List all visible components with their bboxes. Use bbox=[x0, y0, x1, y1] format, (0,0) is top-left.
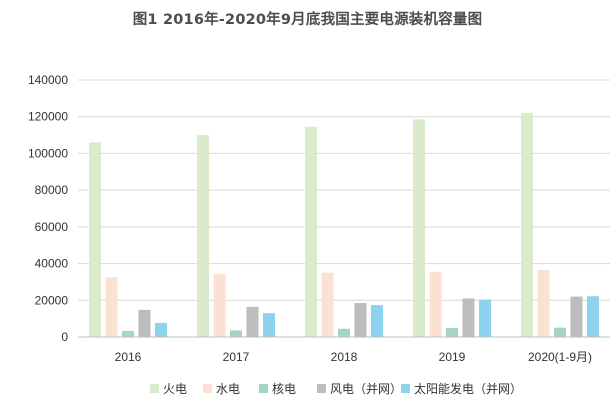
bar bbox=[138, 309, 151, 337]
legend-swatch bbox=[203, 384, 212, 393]
y-tick-label: 100000 bbox=[28, 146, 68, 160]
bar bbox=[246, 306, 259, 337]
bar bbox=[479, 299, 491, 337]
legend-swatch bbox=[317, 384, 326, 393]
x-tick-label: 2018 bbox=[331, 350, 358, 364]
y-tick-label: 20000 bbox=[35, 293, 69, 307]
bar bbox=[446, 328, 458, 337]
x-tick-label: 2016 bbox=[115, 350, 142, 364]
bar bbox=[354, 303, 367, 337]
legend-label: 火电 bbox=[163, 382, 187, 396]
bar bbox=[462, 298, 475, 337]
y-tick-label: 140000 bbox=[28, 73, 68, 87]
x-tick-label: 2020(1-9月) bbox=[528, 350, 592, 364]
legend-label: 核电 bbox=[272, 382, 296, 396]
bar bbox=[537, 269, 550, 337]
x-tick-label: 2019 bbox=[439, 350, 466, 364]
bar bbox=[587, 296, 599, 337]
y-tick-label: 60000 bbox=[35, 220, 69, 234]
bar bbox=[429, 271, 442, 337]
bar bbox=[521, 113, 533, 338]
chart-title: 图1 2016年-2020年9月底我国主要电源装机容量图 bbox=[132, 12, 483, 28]
bar bbox=[197, 135, 209, 337]
bar bbox=[230, 330, 242, 337]
bar bbox=[122, 330, 134, 337]
bar bbox=[305, 126, 317, 337]
bar bbox=[213, 273, 226, 337]
y-tick-label: 120000 bbox=[28, 110, 68, 124]
y-tick-label: 0 bbox=[61, 330, 68, 344]
y-tick-label: 40000 bbox=[35, 257, 69, 271]
legend-label: 太阳能发电（并网） bbox=[414, 381, 522, 396]
bar bbox=[413, 119, 425, 337]
bar bbox=[105, 277, 118, 337]
bar bbox=[371, 305, 383, 337]
y-tick-label: 80000 bbox=[35, 183, 69, 197]
bar bbox=[89, 142, 101, 337]
legend-swatch bbox=[401, 384, 410, 393]
legend-swatch bbox=[259, 384, 268, 393]
legend-label: 风电（并网） bbox=[330, 382, 402, 396]
bar bbox=[338, 328, 350, 337]
bar bbox=[155, 322, 167, 337]
bar bbox=[263, 313, 275, 337]
legend-label: 水电 bbox=[216, 382, 240, 396]
bar bbox=[570, 296, 583, 337]
legend-swatch bbox=[150, 384, 159, 393]
bar bbox=[321, 272, 334, 337]
x-tick-label: 2017 bbox=[223, 350, 250, 364]
bar bbox=[554, 327, 566, 337]
